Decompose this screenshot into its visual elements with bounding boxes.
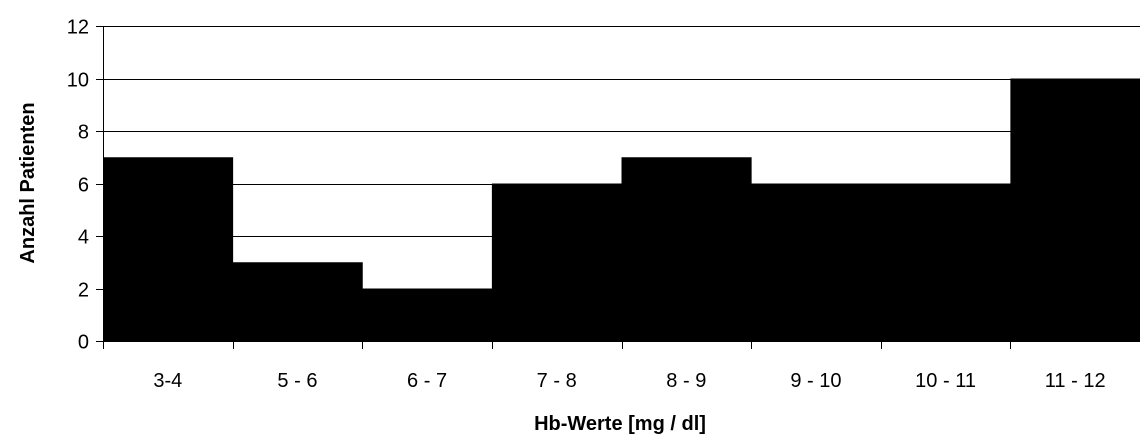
bars [103, 78, 1140, 341]
x-tick-label: 5 - 6 [277, 370, 317, 392]
y-tick-label: 4 [78, 227, 89, 249]
x-tick-label: 3-4 [153, 370, 182, 392]
x-tick-label: 11 - 12 [1045, 370, 1106, 392]
y-tick-label: 10 [67, 70, 89, 92]
axes [96, 26, 1140, 349]
x-tick-label: 9 - 10 [790, 370, 841, 392]
y-tick-label: 6 [78, 175, 89, 197]
y-tick-labels: 0 2 4 6 8 10 12 [67, 17, 89, 354]
y-axis-title: Anzahl Patienten [17, 102, 39, 263]
bar [232, 262, 363, 341]
y-tick-label: 2 [78, 280, 89, 302]
x-tick-label: 10 - 11 [915, 370, 976, 392]
x-tick-label: 6 - 7 [407, 370, 447, 392]
bar [1010, 78, 1140, 341]
bar [362, 288, 493, 341]
y-tick-label: 0 [78, 332, 89, 354]
bar [880, 183, 1011, 341]
x-tick-labels: 3-4 5 - 6 6 - 7 7 - 8 8 - 9 9 - 10 10 - 11 11 -… [153, 370, 1105, 392]
y-tick-label: 8 [78, 122, 89, 144]
bar [491, 183, 622, 341]
x-axis-title: Hb-Werte [mg / dl] [534, 413, 706, 435]
y-tick-label: 12 [67, 17, 89, 39]
bar [103, 157, 234, 341]
bar [751, 183, 882, 341]
x-tick-label: 8 - 9 [666, 370, 706, 392]
bar [621, 157, 752, 341]
x-tick-label: 7 - 8 [537, 370, 577, 392]
